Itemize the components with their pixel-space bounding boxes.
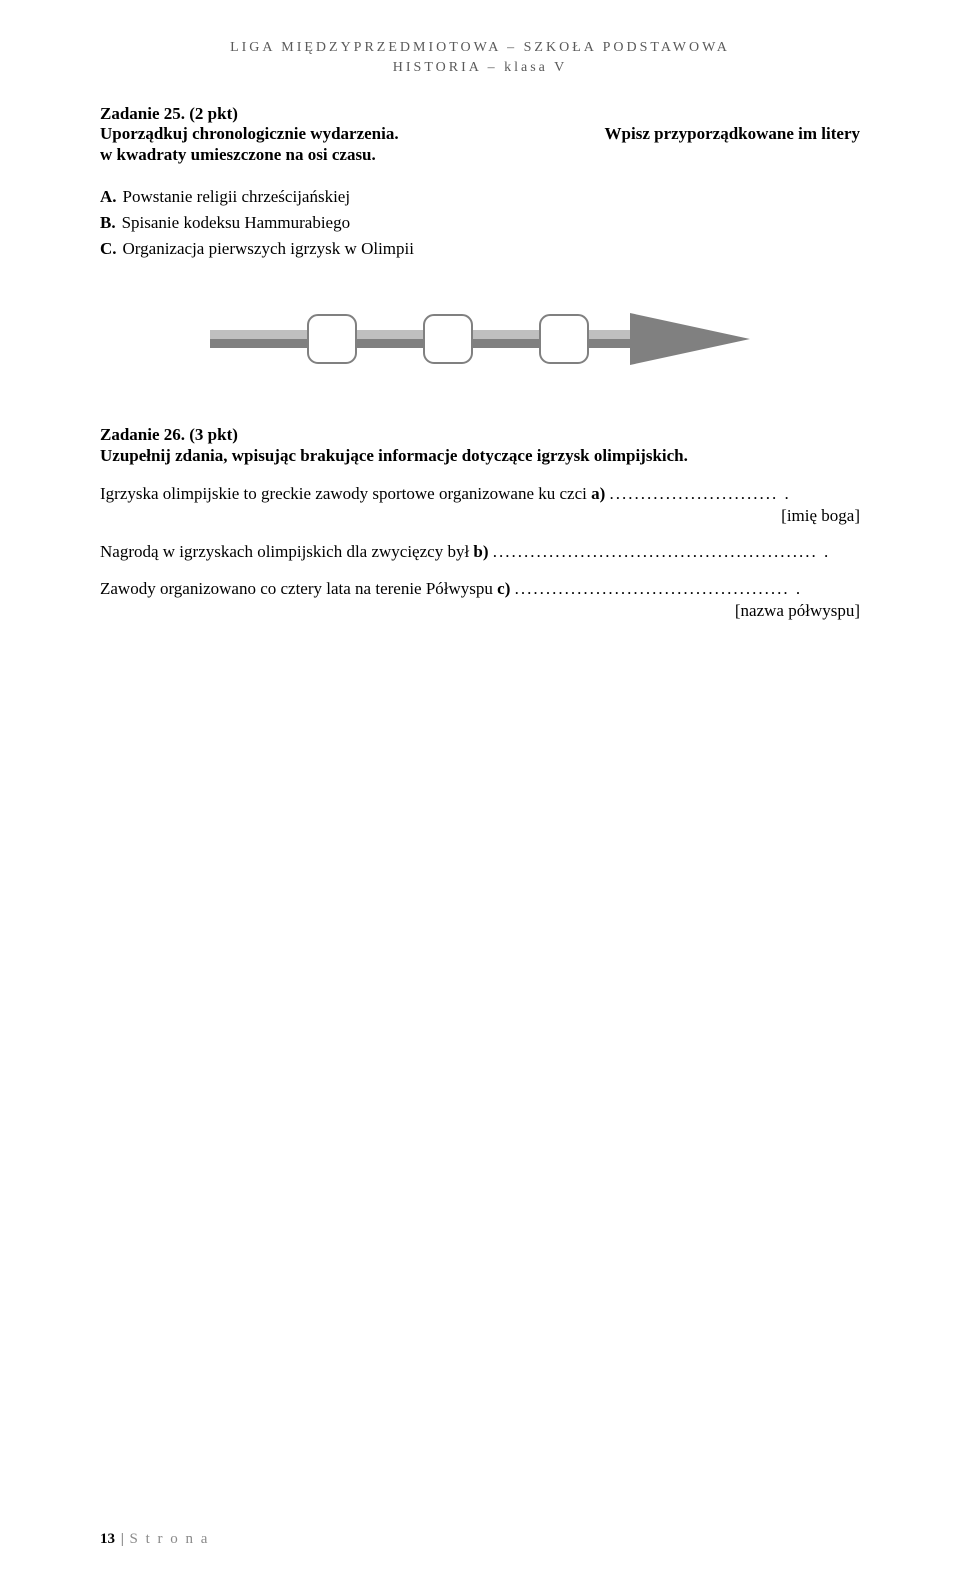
footer-word: S t r o n a [130,1531,210,1547]
task25-item-c: C. Organizacja pierwszych igrzysk w Olimp… [100,239,860,259]
task25-instruction-line1: Uporządkuj chronologicznie wydarzenia. W… [100,124,860,144]
task26-c-label: c) [497,579,510,598]
task25-title: Zadanie 25. (2 pkt) [100,104,860,124]
task25-item-b-text: Spisanie kodeksu Hammurabiego [122,213,351,232]
task25-item-a-text: Powstanie religii chrześcijańskiej [123,187,351,206]
task25-item-b: B. Spisanie kodeksu Hammurabiego [100,213,860,233]
task26-c-dots: ........................................… [515,579,803,598]
timeline-svg [210,297,750,381]
task25-item-c-letter: C. [100,239,117,258]
page-header-line2: HISTORIA – klasa V [100,60,860,76]
task26-title: Zadanie 26. (3 pkt) [100,425,860,445]
task25-item-b-letter: B. [100,213,116,232]
task25-item-a-letter: A. [100,187,117,206]
task25-instruction-line2: w kwadraty umieszczone na osi czasu. [100,144,860,167]
task26-b-pre: Nagrodą w igrzyskach olimpijskich dla zw… [100,542,473,561]
footer-bar: | [121,1531,124,1547]
task26-a-hint: [imię boga] [100,506,860,526]
page-header-line1: LIGA MIĘDZYPRZEDMIOTOWA – SZKOŁA PODSTAW… [100,40,860,56]
task26-line-c: Zawody organizowano co cztery lata na te… [100,577,860,601]
timeline-diagram [100,297,860,381]
task26-b-label: b) [473,542,488,561]
task26-c-hint: [nazwa półwyspu] [100,601,860,621]
page-footer: 13 | S t r o n a [100,1531,209,1548]
task26-c-pre: Zawody organizowano co cztery lata na te… [100,579,497,598]
footer-page-number: 13 [100,1531,115,1547]
task25-line1-left: Uporządkuj chronologicznie wydarzenia. [100,124,399,144]
task25-line1-right: Wpisz przyporządkowane im litery [605,124,860,144]
task26-line-a: Igrzyska olimpijskie to greckie zawody s… [100,482,860,506]
task25-item-c-text: Organizacja pierwszych igrzysk w Olimpii [123,239,414,258]
task26-line-b: Nagrodą w igrzyskach olimpijskich dla zw… [100,540,860,564]
task26-b-dots: ........................................… [493,542,831,561]
task25-item-a: A. Powstanie religii chrześcijańskiej [100,187,860,207]
task26-a-pre: Igrzyska olimpijskie to greckie zawody s… [100,484,591,503]
task26-prompt: Uzupełnij zdania, wpisując brakujące inf… [100,445,860,468]
task26-a-dots: ........................... . [610,484,791,503]
task26-a-label: a) [591,484,605,503]
